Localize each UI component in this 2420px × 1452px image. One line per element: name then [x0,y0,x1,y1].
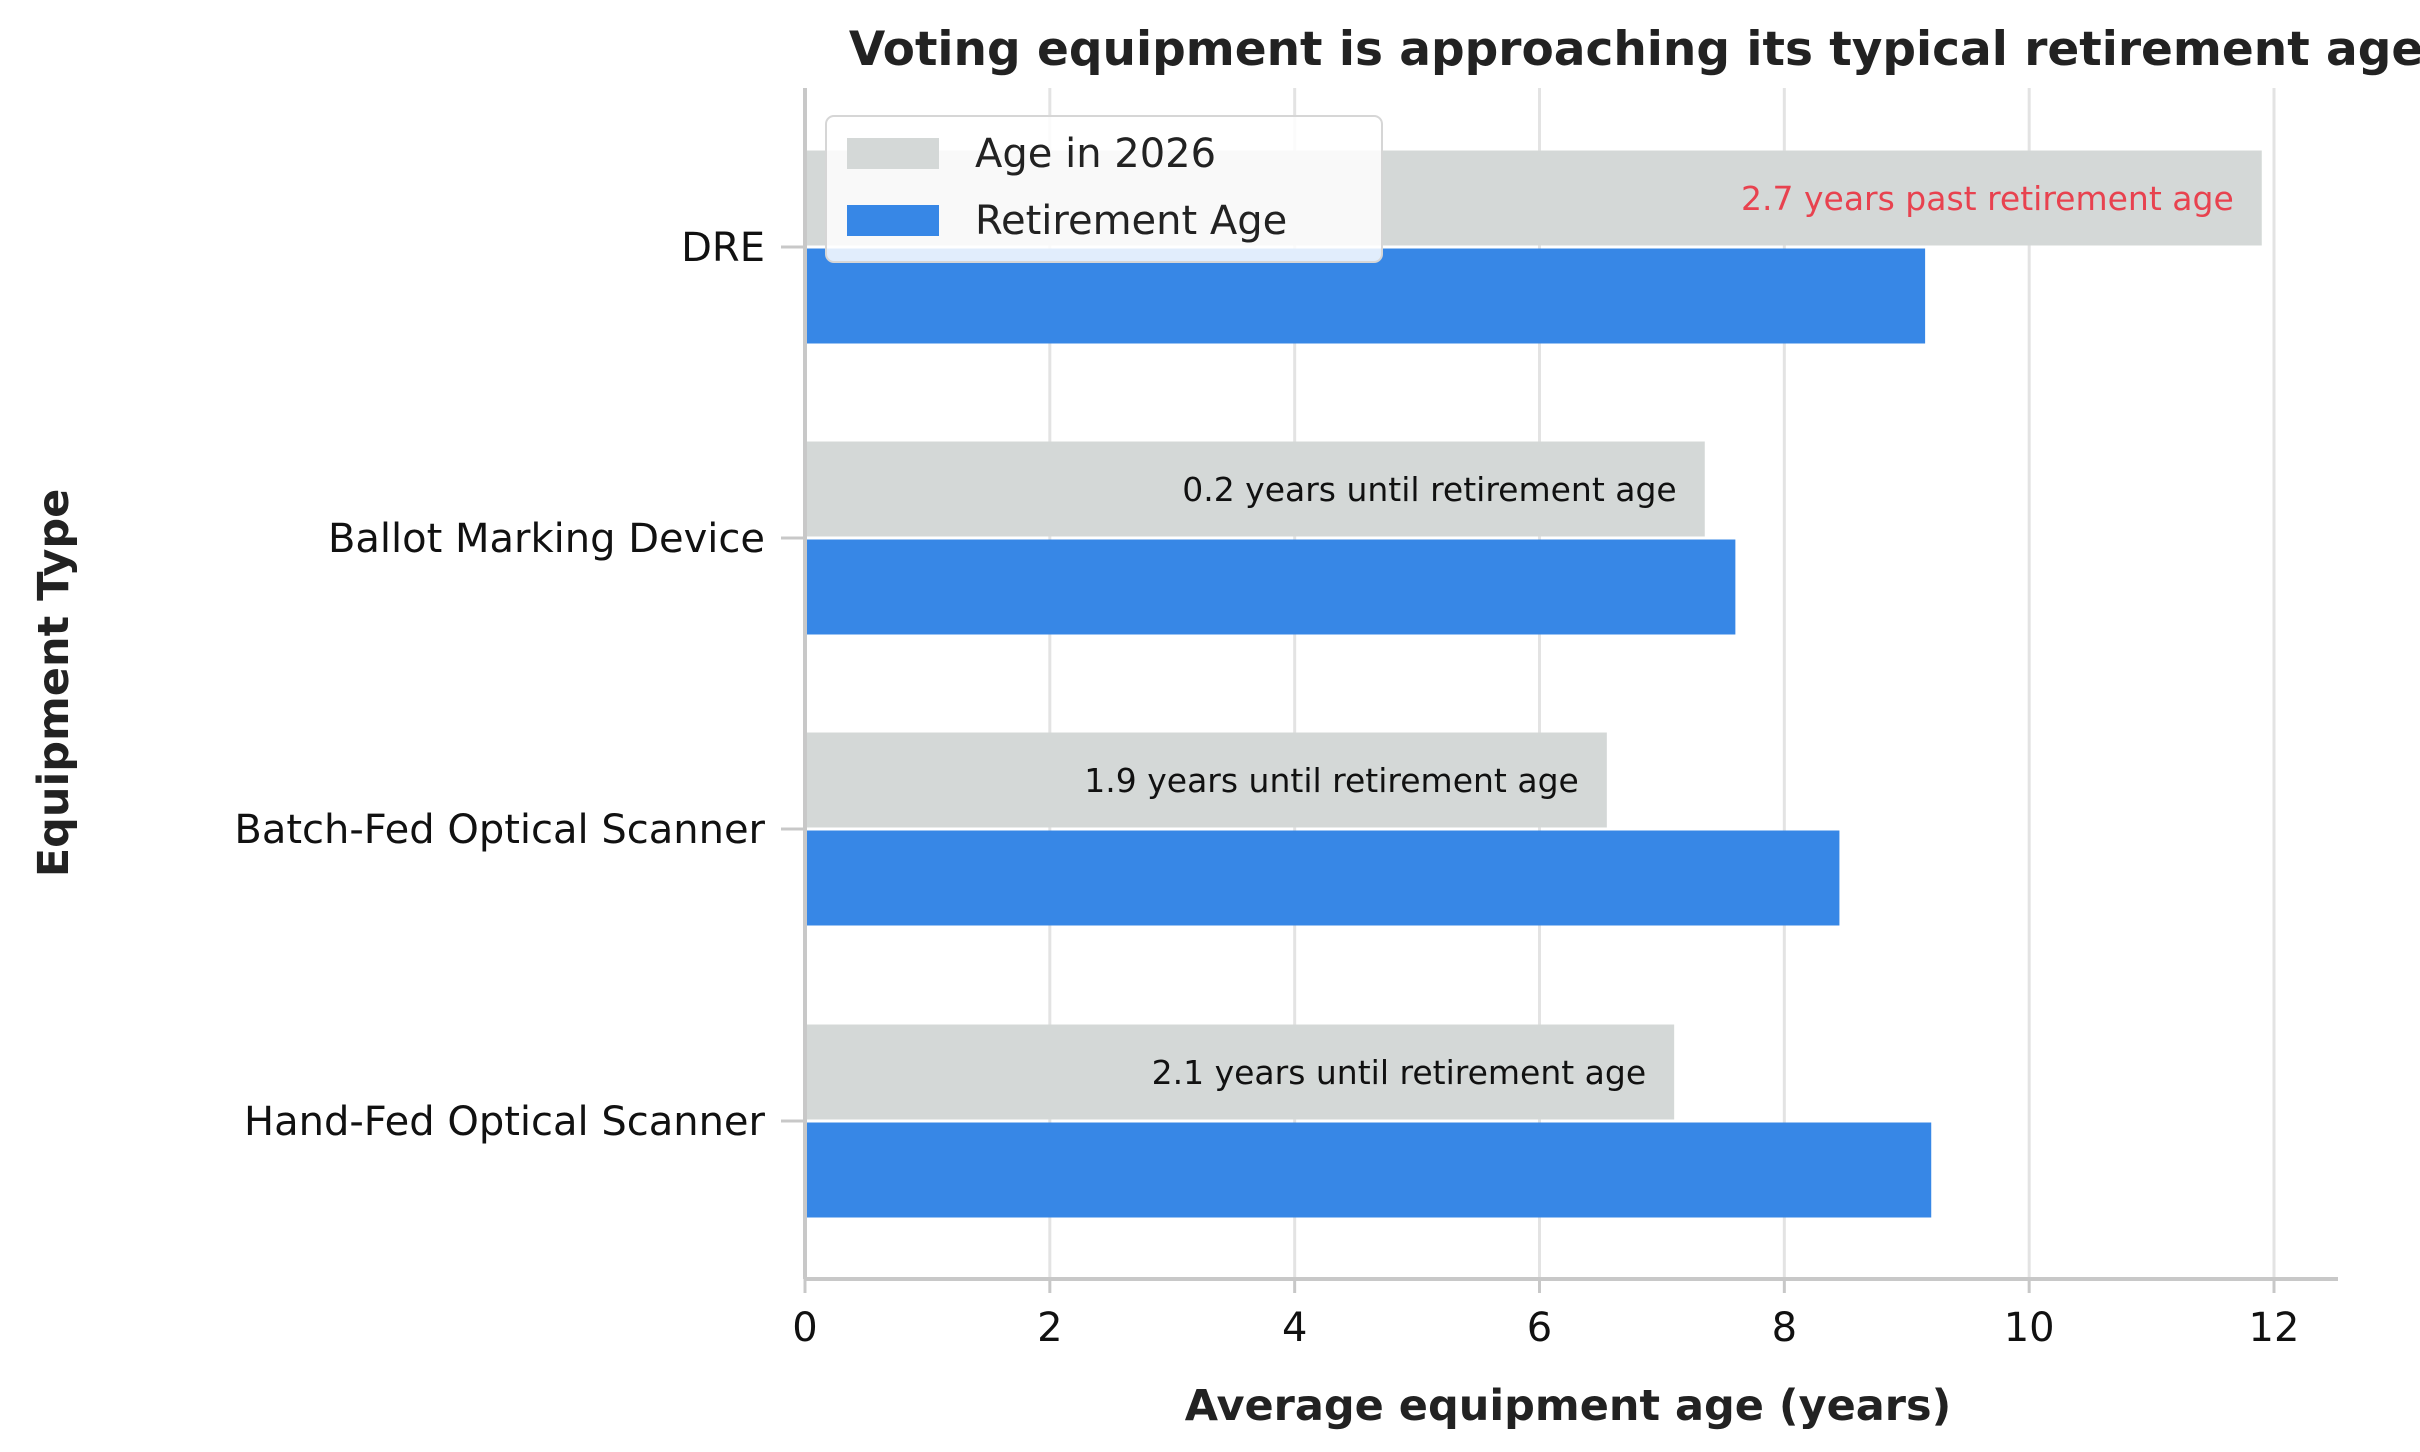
bar-retirement-age-ballot-marking-device [805,539,1736,635]
y-category-label-dre: DRE [681,225,765,271]
x-tick-label-10: 10 [2004,1305,2055,1351]
legend: Age in 2026 Retirement Age [825,115,1383,263]
x-tick-label-0: 0 [792,1305,817,1351]
annotation-dre: 2.7 years past retirement age [1741,179,2234,218]
legend-swatch-age-in-2026 [847,138,939,169]
x-axis-ticks: 0 2 4 6 8 10 12 [792,1279,2299,1351]
bar-age-in-2026-hand-fed-optical-scanner [805,1024,1675,1120]
annotation-batch-fed-optical-scanner: 1.9 years until retirement age [1084,761,1579,800]
chart-title: Voting equipment is approaching its typi… [849,22,2420,77]
bar-retirement-age-dre [805,248,1926,344]
bar-age-in-2026-batch-fed-optical-scanner [805,732,1607,828]
legend-box [825,115,1383,263]
bar-retirement-age-hand-fed-optical-scanner [805,1122,1932,1218]
bar-age-in-2026-ballot-marking-device [805,441,1705,537]
y-category-label-batch-fed-optical-scanner: Batch-Fed Optical Scanner [234,807,765,853]
legend-label-retirement-age: Retirement Age [975,198,1287,244]
legend-swatch-retirement-age [847,205,939,236]
bar-retirement-age-batch-fed-optical-scanner [805,830,1840,926]
y-axis-categories: DRE Ballot Marking Device Batch-Fed Optica… [234,225,805,1145]
y-axis-label: Equipment Type [29,489,79,878]
x-tick-label-8: 8 [1772,1305,1797,1351]
x-tick-label-4: 4 [1282,1305,1307,1351]
annotation-ballot-marking-device: 0.2 years until retirement age [1182,470,1677,509]
axes [803,88,2338,1281]
x-axis-label: Average equipment age (years) [1185,1381,1952,1431]
annotation-hand-fed-optical-scanner: 2.1 years until retirement age [1152,1053,1647,1092]
y-category-label-hand-fed-optical-scanner: Hand-Fed Optical Scanner [244,1099,766,1145]
x-tick-label-6: 6 [1527,1305,1552,1351]
y-category-label-ballot-marking-device: Ballot Marking Device [328,516,765,562]
legend-label-age-in-2026: Age in 2026 [975,131,1216,177]
bars [805,150,2262,1218]
bar-annotations: 2.7 years past retirement age 0.2 years u… [1084,179,2233,1092]
x-tick-label-12: 12 [2249,1305,2300,1351]
x-tick-label-2: 2 [1037,1305,1062,1351]
